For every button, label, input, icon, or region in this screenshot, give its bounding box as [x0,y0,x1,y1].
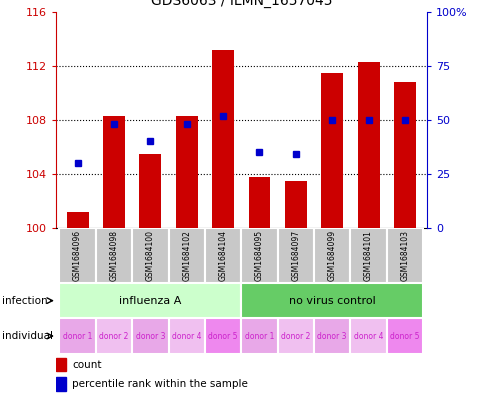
Text: donor 4: donor 4 [353,332,382,340]
Text: count: count [72,360,102,369]
Bar [168,318,204,354]
Bar [67,212,89,228]
Text: donor 2: donor 2 [99,332,128,340]
Text: individual: individual [2,331,53,341]
Text: GSM1684103: GSM1684103 [400,230,408,281]
Text: percentile rank within the sample: percentile rank within the sample [72,379,248,389]
Bar [95,228,132,283]
Bar [277,318,314,354]
Bar [357,62,379,228]
Bar [175,116,197,228]
Text: donor 5: donor 5 [390,332,419,340]
Bar [349,228,386,283]
Bar [204,318,241,354]
Text: donor 1: donor 1 [63,332,92,340]
Text: donor 3: donor 3 [136,332,165,340]
Text: influenza A: influenza A [119,296,181,306]
Text: GSM1684104: GSM1684104 [218,230,227,281]
Bar [241,318,277,354]
Bar [285,181,306,228]
Bar [212,50,233,228]
Bar [248,176,270,228]
Bar [277,228,314,283]
Text: GSM1684095: GSM1684095 [255,230,263,281]
Bar [314,228,349,283]
Bar [204,228,241,283]
Text: GSM1684101: GSM1684101 [363,230,372,281]
Text: no virus control: no virus control [288,296,375,306]
Bar [168,228,204,283]
Bar [139,154,161,228]
Bar [132,318,168,354]
Bar [56,377,66,391]
Bar [349,318,386,354]
Text: GSM1684100: GSM1684100 [146,230,154,281]
Text: GSM1684097: GSM1684097 [291,230,300,281]
Bar [59,318,95,354]
Bar [386,318,422,354]
Text: GSM1684099: GSM1684099 [327,230,336,281]
Bar [241,283,422,318]
Bar [56,358,66,371]
Bar [103,116,125,228]
Text: infection: infection [2,296,48,306]
Text: donor 4: donor 4 [172,332,201,340]
Text: GSM1684102: GSM1684102 [182,230,191,281]
Text: donor 5: donor 5 [208,332,237,340]
Bar [241,228,277,283]
Text: donor 1: donor 1 [244,332,273,340]
Text: donor 3: donor 3 [317,332,346,340]
Text: GSM1684098: GSM1684098 [109,230,118,281]
Bar [95,318,132,354]
Bar [386,228,422,283]
Bar [393,82,415,228]
Bar [59,283,241,318]
Text: GSM1684096: GSM1684096 [73,230,82,281]
Bar [59,228,95,283]
Text: donor 2: donor 2 [281,332,310,340]
Title: GDS6063 / ILMN_1657045: GDS6063 / ILMN_1657045 [150,0,332,8]
Bar [320,73,343,228]
Bar [132,228,168,283]
Bar [314,318,349,354]
